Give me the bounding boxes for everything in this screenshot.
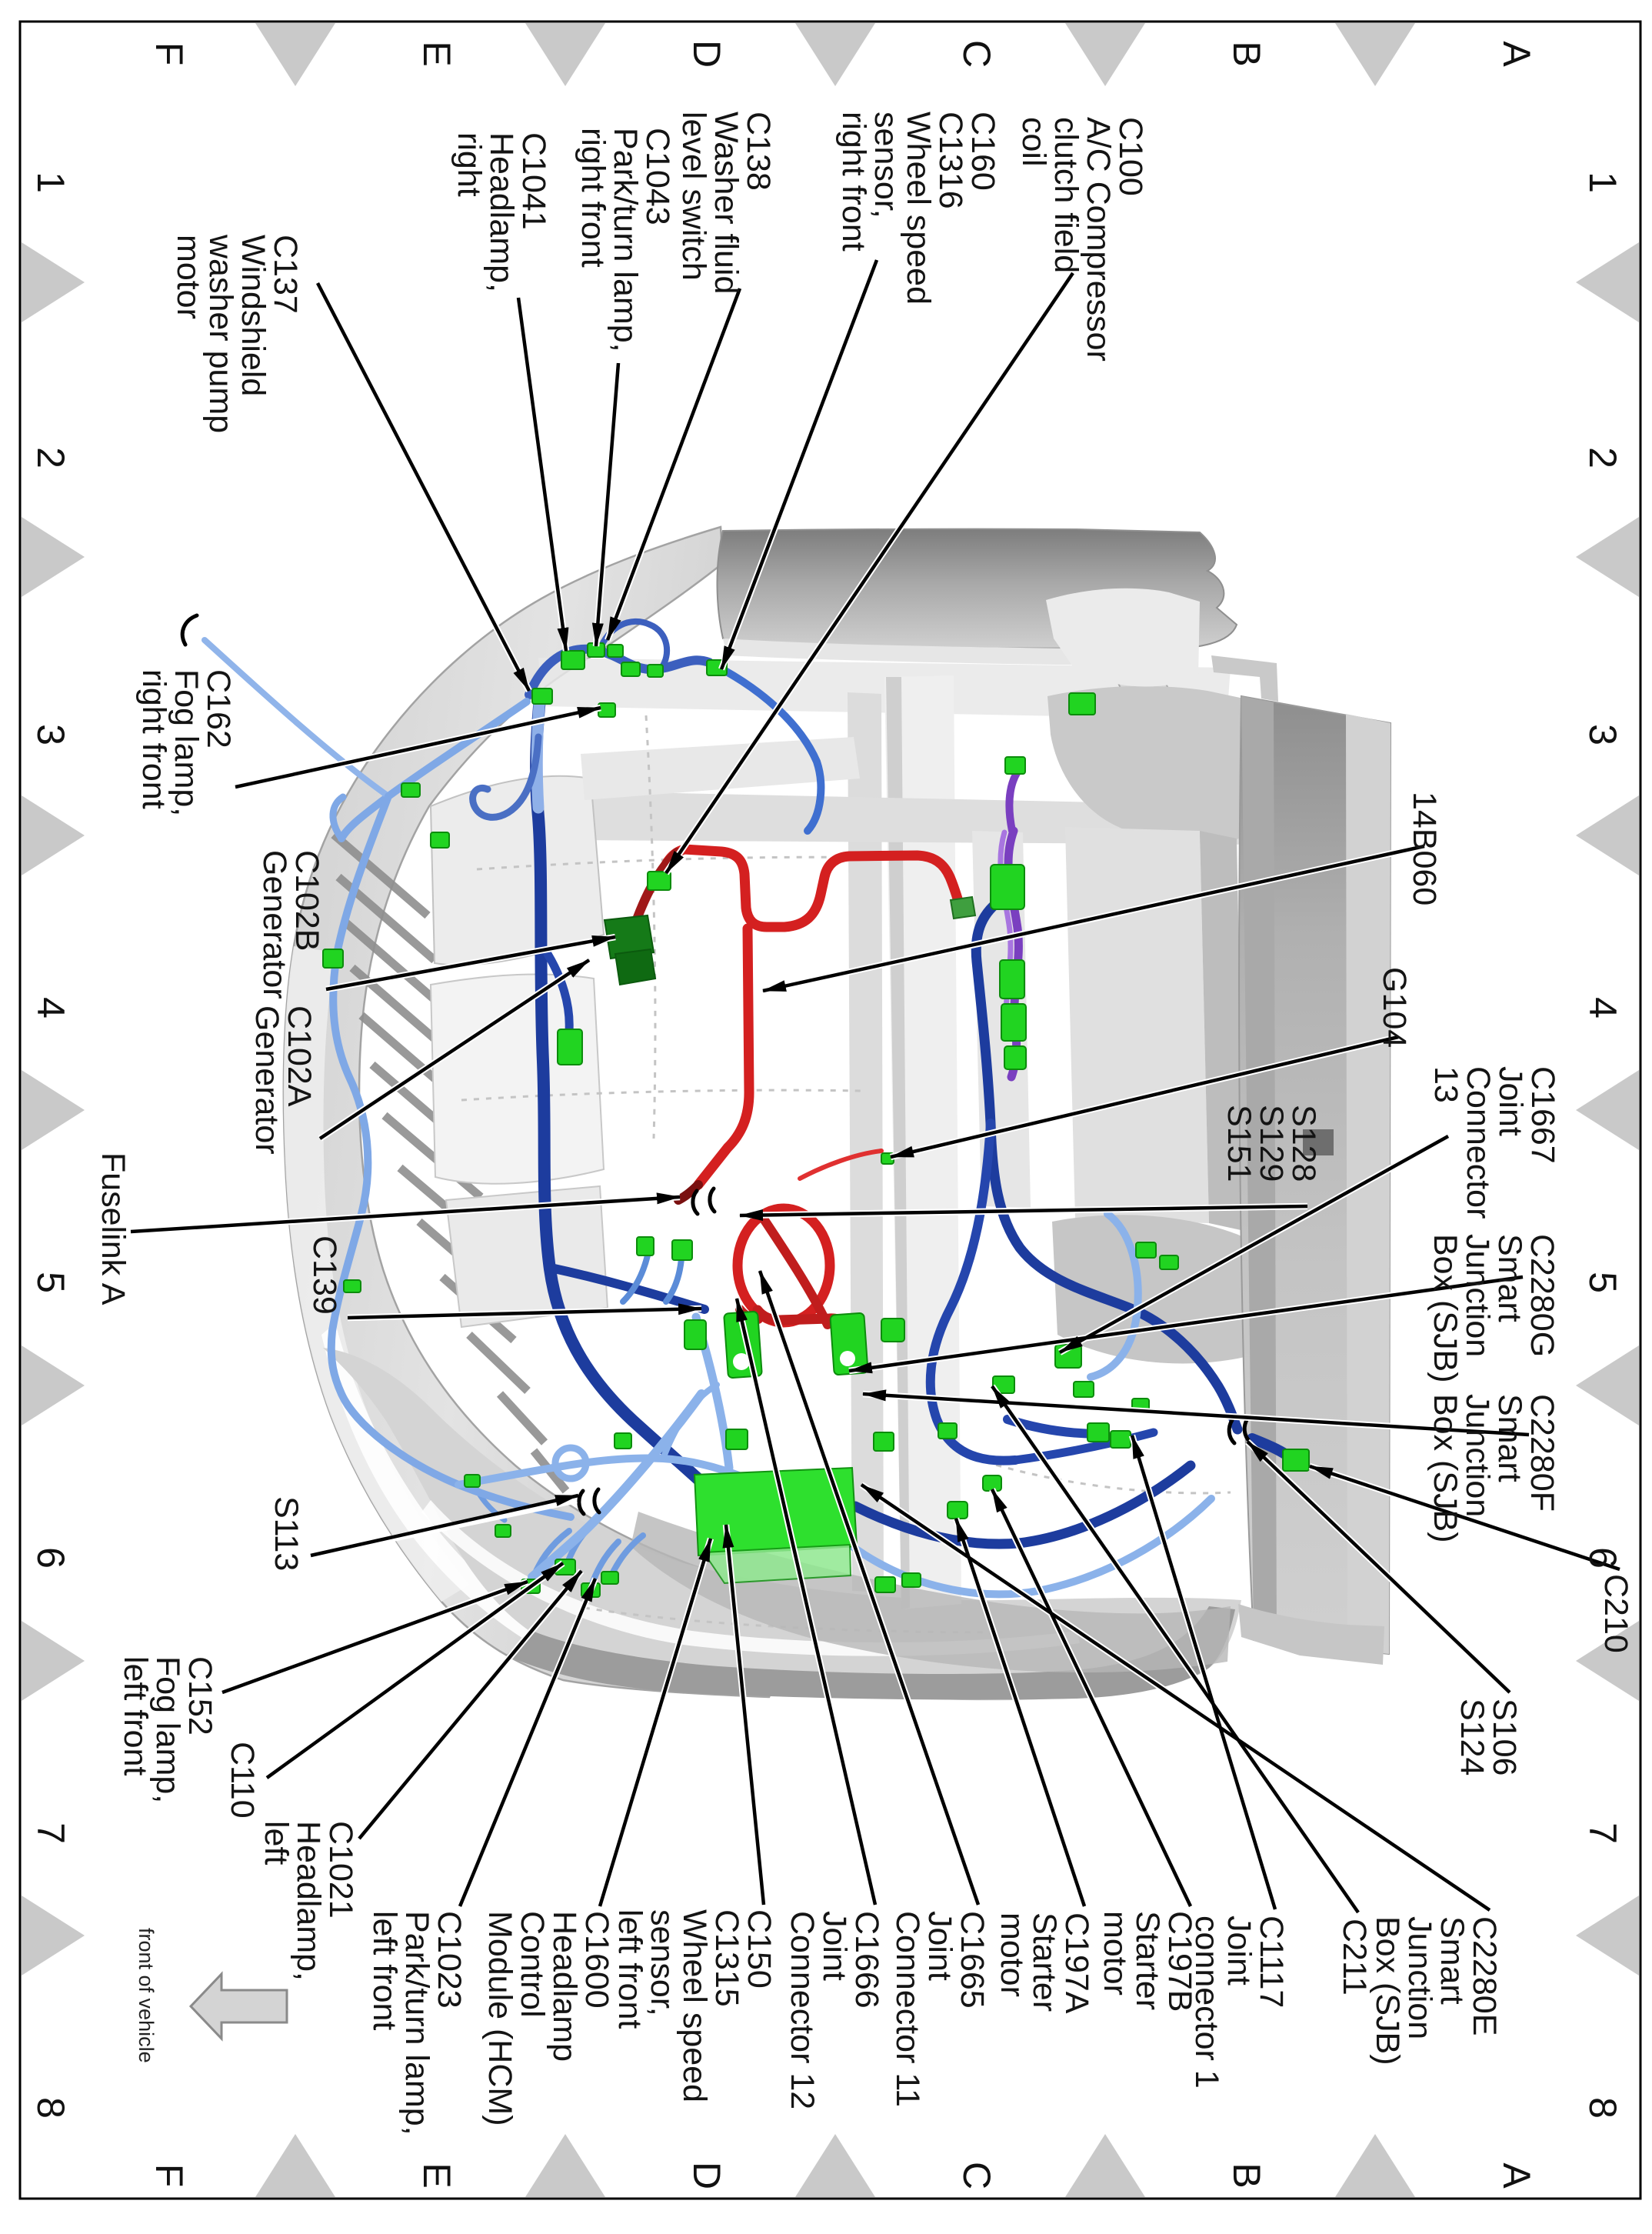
svg-text:B: B: [1225, 2162, 1268, 2188]
svg-text:2: 2: [1581, 447, 1624, 468]
svg-text:C: C: [955, 2162, 998, 2189]
svg-text:D: D: [685, 2162, 728, 2189]
svg-text:7: 7: [1581, 1822, 1624, 1844]
svg-text:C: C: [955, 40, 998, 68]
svg-text:A: A: [1495, 2162, 1538, 2189]
svg-text:2: 2: [29, 447, 72, 468]
svg-text:6: 6: [1581, 1547, 1624, 1569]
svg-text:B: B: [1225, 41, 1268, 66]
svg-text:4: 4: [29, 997, 72, 1019]
svg-text:A: A: [1495, 41, 1538, 67]
svg-text:1: 1: [29, 172, 72, 193]
svg-text:5: 5: [29, 1272, 72, 1293]
svg-text:E: E: [415, 41, 458, 66]
svg-text:4: 4: [1581, 997, 1624, 1019]
svg-text:5: 5: [1581, 1272, 1624, 1293]
svg-text:7: 7: [29, 1822, 72, 1844]
svg-text:E: E: [415, 2162, 458, 2188]
svg-text:F: F: [148, 2164, 191, 2188]
svg-text:front of vehicle: front of vehicle: [135, 1928, 158, 2063]
svg-text:8: 8: [29, 2097, 72, 2119]
svg-text:6: 6: [29, 1547, 72, 1569]
svg-text:1: 1: [1581, 172, 1624, 193]
svg-text:3: 3: [1581, 724, 1624, 745]
svg-text:8: 8: [1581, 2097, 1624, 2119]
svg-text:F: F: [148, 42, 191, 66]
svg-text:D: D: [685, 40, 728, 68]
svg-text:3: 3: [29, 724, 72, 745]
